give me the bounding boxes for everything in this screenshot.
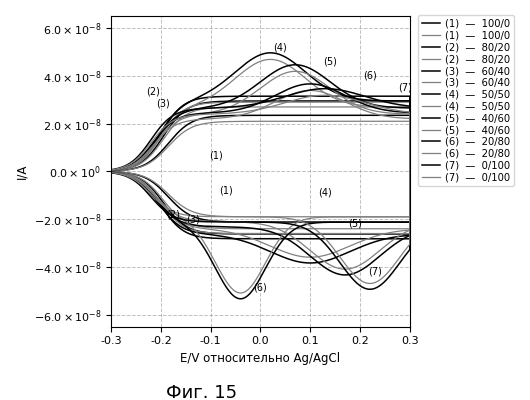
Text: (7): (7) xyxy=(398,83,412,93)
Text: (2): (2) xyxy=(166,210,180,220)
Text: (2): (2) xyxy=(146,86,161,96)
Legend: (1)  —  100/0, (1)  —  100/0, (2)  —  80/20, (2)  —  80/20, (3)  —  60/40, (3)  : (1) — 100/0, (1) — 100/0, (2) — 80/20, (… xyxy=(418,15,514,186)
Y-axis label: I/A: I/A xyxy=(15,164,28,179)
Text: (6): (6) xyxy=(253,282,267,292)
Text: (3): (3) xyxy=(187,214,200,224)
Text: Фиг. 15: Фиг. 15 xyxy=(166,384,237,400)
Text: (3): (3) xyxy=(156,98,170,108)
Text: (6): (6) xyxy=(363,71,377,81)
Text: (1): (1) xyxy=(219,186,233,196)
Text: (4): (4) xyxy=(273,42,287,52)
X-axis label: E/V относительно Ag/AgCl: E/V относительно Ag/AgCl xyxy=(180,352,340,365)
Text: (5): (5) xyxy=(348,219,362,229)
Text: (4): (4) xyxy=(319,188,332,198)
Text: (1): (1) xyxy=(209,151,223,161)
Text: (5): (5) xyxy=(323,56,337,66)
Text: (7): (7) xyxy=(368,267,382,277)
